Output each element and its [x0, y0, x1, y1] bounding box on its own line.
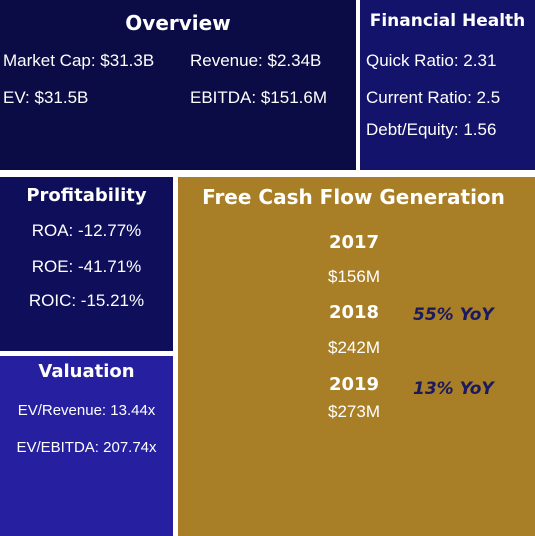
financial-health-tile: Financial Health Quick Ratio: 2.31 Curre…	[360, 0, 535, 170]
fcf-year-2017: 2017	[328, 232, 380, 253]
profitability-tile: Profitability ROA: -12.77% ROE: -41.71% …	[0, 177, 173, 351]
valuation-tile: Valuation EV/Revenue: 13.44x EV/EBITDA: …	[0, 356, 173, 536]
roa-value: ROA: -12.77%	[31, 221, 142, 240]
ev-revenue-value: EV/Revenue: 13.44x	[17, 402, 156, 419]
valuation-title: Valuation	[38, 361, 135, 382]
revenue-value: Revenue: $2.34B	[190, 51, 322, 70]
free-cash-flow-tile: Free Cash Flow Generation 2017 $156M 201…	[178, 177, 535, 536]
profitability-title: Profitability	[26, 185, 147, 206]
overview-title: Overview	[125, 11, 231, 35]
current-ratio-value: Current Ratio: 2.5	[366, 88, 501, 107]
financial-health-title: Financial Health	[369, 11, 526, 31]
fcf-yoy-2018: 55% YoY	[413, 305, 494, 325]
market-cap-value: Market Cap: $31.3B	[3, 51, 155, 70]
ev-value: EV: $31.5B	[3, 88, 89, 107]
fcf-title: Free Cash Flow Generation	[202, 185, 505, 209]
debt-equity-value: Debt/Equity: 1.56	[366, 120, 497, 139]
roic-value: ROIC: -15.21%	[28, 291, 145, 310]
overview-tile: Overview Market Cap: $31.3B Revenue: $2.…	[0, 0, 356, 170]
fcf-yoy-2019: 13% YoY	[413, 379, 494, 399]
ev-ebitda-value: EV/EBITDA: 207.74x	[16, 439, 157, 456]
roe-value: ROE: -41.71%	[31, 257, 142, 276]
fcf-value-2019: $273M	[328, 402, 380, 421]
fcf-value-2017: $156M	[328, 267, 380, 286]
ebitda-value: EBITDA: $151.6M	[190, 88, 328, 107]
fcf-value-2018: $242M	[328, 338, 380, 357]
fcf-year-2019: 2019	[328, 374, 380, 395]
quick-ratio-value: Quick Ratio: 2.31	[366, 51, 497, 70]
fcf-year-2018: 2018	[328, 302, 380, 323]
